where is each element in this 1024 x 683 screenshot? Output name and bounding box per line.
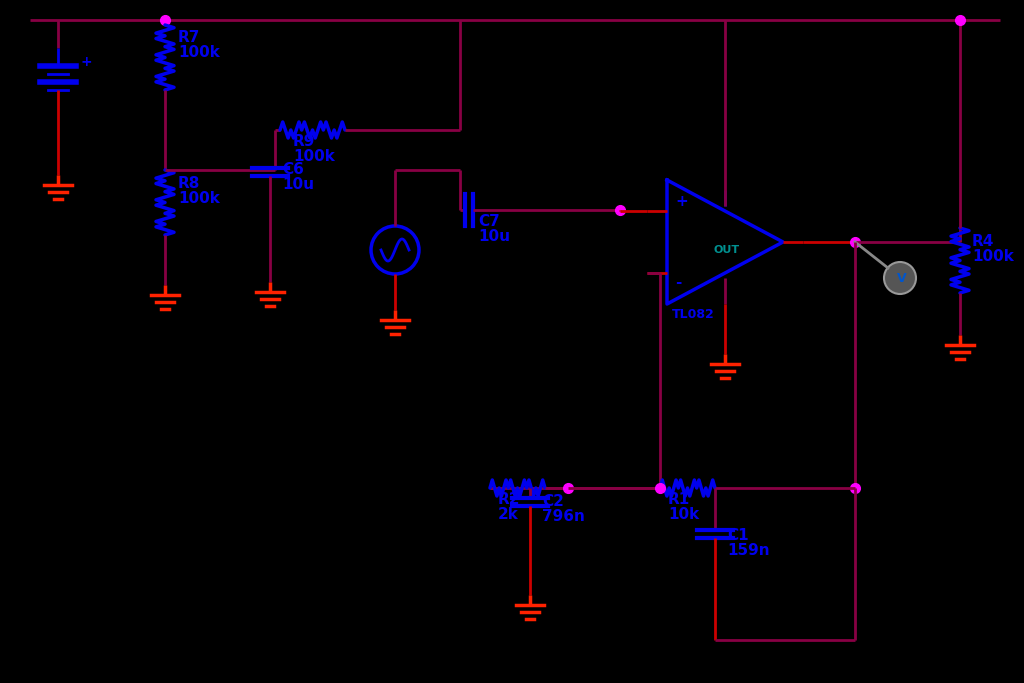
Text: C7: C7 [478,214,500,229]
Text: R9: R9 [293,134,315,149]
Text: C1: C1 [727,528,749,543]
Text: 100k: 100k [178,191,220,206]
Text: TL082: TL082 [672,308,715,321]
Text: 10u: 10u [282,177,314,192]
Text: 100k: 100k [972,249,1014,264]
Text: -: - [675,275,681,290]
Text: R4: R4 [972,234,994,249]
Text: OUT: OUT [714,245,740,255]
Text: R1: R1 [668,492,690,507]
Text: 796n: 796n [542,509,585,524]
Text: 10u: 10u [478,229,510,244]
Text: 100k: 100k [178,45,220,60]
Text: C2: C2 [542,494,564,509]
Text: 100k: 100k [293,149,335,164]
Text: +: + [80,55,91,69]
Text: R7: R7 [178,30,201,45]
Text: C6: C6 [282,162,304,177]
Text: R2: R2 [498,492,520,507]
Text: V: V [897,273,907,285]
Text: R8: R8 [178,176,201,191]
Text: 159n: 159n [727,543,770,558]
Text: +: + [675,194,688,209]
Text: 2k: 2k [498,507,519,522]
Circle shape [884,262,916,294]
Text: 10k: 10k [668,507,699,522]
